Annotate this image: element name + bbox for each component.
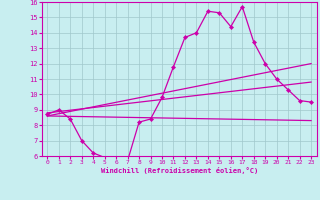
X-axis label: Windchill (Refroidissement éolien,°C): Windchill (Refroidissement éolien,°C) <box>100 167 258 174</box>
